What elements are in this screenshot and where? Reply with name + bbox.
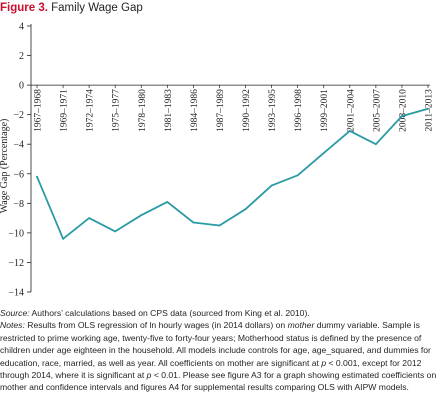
y-tick-label: −12	[8, 258, 24, 269]
x-tick-label: 1996–1998	[294, 89, 304, 132]
y-tick-label: −6	[13, 169, 24, 180]
y-tick-label: 2	[19, 51, 24, 62]
chart-axes	[27, 24, 430, 293]
y-tick-label: −8	[13, 199, 24, 210]
figure-label: Figure 3.	[0, 2, 48, 14]
notes-text-1: Results from OLS regression of ln hourly…	[24, 320, 288, 331]
notes-paragraph: Notes: Results from OLS regression of ln…	[0, 319, 438, 393]
notes-text-2: dummy variable. Sample is restricted to …	[0, 320, 431, 368]
y-tick-label: −2	[13, 110, 24, 121]
y-tick-label: 4	[19, 22, 24, 33]
notes-text-3: < 0.001, except for 2012 through 2014, w…	[0, 357, 422, 381]
series-layer	[36, 107, 429, 240]
notes-p-symbol-2: p	[146, 370, 152, 381]
series-line	[36, 107, 429, 240]
data-point	[270, 184, 273, 187]
data-point	[322, 152, 325, 154]
data-point	[114, 230, 117, 233]
x-tick-label: 1990–1992	[242, 89, 252, 132]
x-tick-label: 1972–1974	[86, 89, 96, 132]
data-point	[296, 174, 299, 177]
data-point	[140, 214, 143, 217]
data-point	[427, 107, 429, 110]
y-axis-label: Wage Gap (Percentage)	[0, 119, 10, 214]
y-tick-label: −14	[8, 288, 24, 299]
x-tick-label: 2005–2007	[372, 89, 382, 132]
data-point	[348, 130, 351, 132]
data-point	[218, 224, 221, 227]
x-tick-label: 1987–1989	[216, 89, 226, 132]
notes-text-4: < 0.01. Please see figure A3 for a graph…	[0, 370, 437, 393]
y-tick-label: 0	[19, 81, 24, 92]
data-point	[244, 208, 247, 211]
data-point	[166, 200, 169, 203]
y-tick-label: −10	[8, 228, 24, 239]
x-tick-label: 1967–1968	[34, 89, 44, 132]
line-chart: 420−2−4−6−8−10−12−14 1967–1968 1969–1971 1…	[0, 22, 435, 299]
y-tick-label: −4	[13, 140, 24, 151]
figure-title: Figure 3. Family Wage Gap	[0, 0, 440, 20]
notes-p-symbol-1: p	[321, 357, 327, 368]
x-tick-label: 2008–2010	[398, 89, 408, 132]
x-tick-label: 1984–1986	[190, 89, 200, 132]
data-point	[374, 143, 377, 146]
x-tick-label: 1969–1971	[60, 89, 70, 132]
x-tick-label: 1975–1977	[112, 89, 122, 132]
notes-label: Notes:	[0, 320, 25, 331]
x-tick-label: 2011–2013	[425, 89, 435, 132]
figure-notes: Source: Authors’ calculations based on C…	[0, 307, 438, 394]
data-point	[401, 115, 403, 118]
source-text: Authors’ calculations based on CPS data …	[29, 308, 310, 318]
x-tick-label: 1999–2001	[320, 89, 330, 132]
x-tick-labels: 1967–1968 1969–1971 1972–1974 1975–1977 1978…	[34, 89, 435, 132]
data-point	[62, 237, 64, 240]
data-point	[88, 217, 91, 220]
source-label: Source:	[0, 308, 30, 318]
x-tick-label: 1993–1995	[268, 89, 278, 132]
x-tick-label: 1981–1983	[164, 89, 174, 132]
x-tick-label: 1978–1980	[138, 89, 148, 132]
data-point	[192, 221, 195, 224]
y-tick-labels: 4 2 0 −2 −4 −6 −8 −10 −12 −14	[8, 22, 24, 299]
notes-mother-term: mother	[287, 320, 315, 331]
x-tick-label: 2001–2004	[346, 89, 356, 132]
data-point	[36, 175, 38, 178]
source-note: Source: Authors’ calculations based on C…	[0, 307, 438, 319]
figure-title-text: Family Wage Gap	[51, 2, 143, 14]
